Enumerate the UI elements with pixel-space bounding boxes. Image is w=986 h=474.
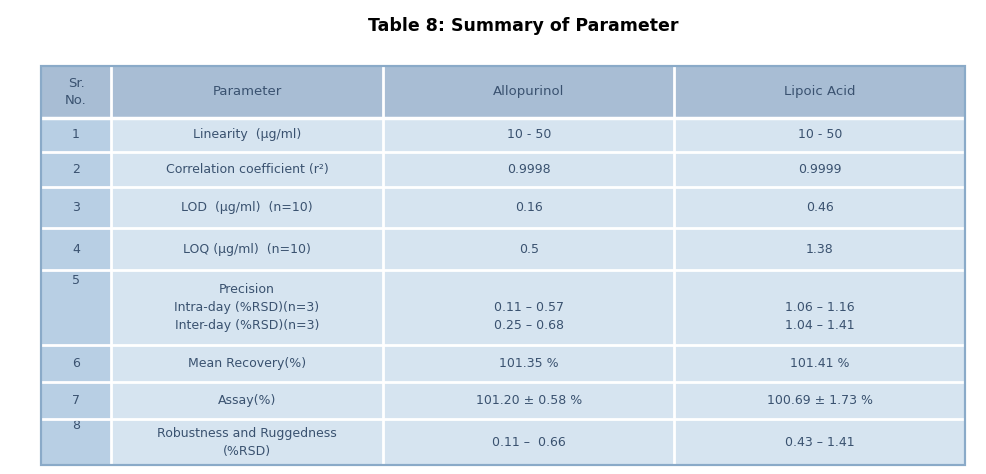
Text: 2: 2 — [72, 163, 80, 176]
Text: Assay(%): Assay(%) — [218, 394, 276, 407]
Text: 101.41 %: 101.41 % — [789, 357, 849, 370]
Text: 6: 6 — [72, 357, 80, 370]
Text: 101.20 ± 0.58 %: 101.20 ± 0.58 % — [475, 394, 582, 407]
Text: 5: 5 — [72, 274, 80, 287]
Text: Robustness and Ruggedness
(%RSD): Robustness and Ruggedness (%RSD) — [157, 427, 336, 458]
Text: 0.11 –  0.66: 0.11 – 0.66 — [491, 436, 565, 449]
Text: 101.35 %: 101.35 % — [499, 357, 558, 370]
Text: Table 8: Summary of Parameter: Table 8: Summary of Parameter — [368, 17, 677, 35]
Text: 0.16: 0.16 — [515, 201, 542, 214]
Text: Parameter: Parameter — [212, 85, 281, 99]
Text: 4: 4 — [72, 243, 80, 256]
Text: 8: 8 — [72, 419, 80, 432]
Bar — [41, 118, 110, 465]
Text: Precision
Intra-day (%RSD)(n=3)
Inter-day (%RSD)(n=3): Precision Intra-day (%RSD)(n=3) Inter-da… — [175, 283, 319, 332]
Text: 0.9999: 0.9999 — [798, 163, 841, 176]
Text: 7: 7 — [72, 394, 80, 407]
Text: Linearity  (μg/ml): Linearity (μg/ml) — [192, 128, 301, 141]
Text: 3: 3 — [72, 201, 80, 214]
Text: 0.5: 0.5 — [519, 243, 538, 256]
Text: Allopurinol: Allopurinol — [493, 85, 564, 99]
Text: 0.46: 0.46 — [806, 201, 833, 214]
Text: Mean Recovery(%): Mean Recovery(%) — [187, 357, 306, 370]
Text: Correlation coefficient (r²): Correlation coefficient (r²) — [166, 163, 328, 176]
Text: 1.06 – 1.16
1.04 – 1.41: 1.06 – 1.16 1.04 – 1.41 — [784, 283, 854, 332]
Text: 1: 1 — [72, 128, 80, 141]
Text: 0.9998: 0.9998 — [507, 163, 550, 176]
Text: 10 - 50: 10 - 50 — [797, 128, 841, 141]
Text: LOQ (μg/ml)  (n=10): LOQ (μg/ml) (n=10) — [182, 243, 311, 256]
Text: 0.43 – 1.41: 0.43 – 1.41 — [784, 436, 854, 449]
Text: 10 - 50: 10 - 50 — [506, 128, 550, 141]
Text: 1.38: 1.38 — [806, 243, 833, 256]
Text: Sr.
No.: Sr. No. — [65, 77, 87, 107]
Text: Lipoic Acid: Lipoic Acid — [783, 85, 855, 99]
Text: 0.11 – 0.57
0.25 – 0.68: 0.11 – 0.57 0.25 – 0.68 — [493, 283, 563, 332]
Text: 100.69 ± 1.73 %: 100.69 ± 1.73 % — [766, 394, 872, 407]
Text: LOD  (μg/ml)  (n=10): LOD (μg/ml) (n=10) — [181, 201, 313, 214]
